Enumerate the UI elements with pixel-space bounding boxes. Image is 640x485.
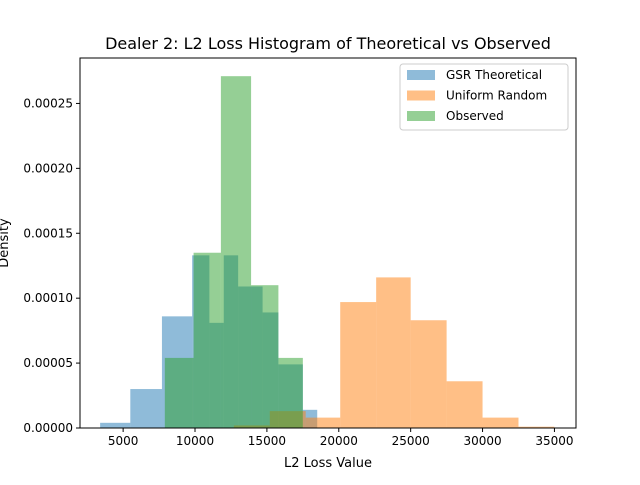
x-tick-label: 10000 (176, 434, 214, 448)
uniform-random-bar-2 (305, 417, 341, 428)
gsr-theoretical-bar-0 (100, 422, 131, 428)
uniform-random-bar-6 (446, 381, 483, 428)
series-observed (164, 76, 303, 428)
y-axis-ticks: 0.00000 0.00005 0.00010 0.00015 0.00020 0.000… (23, 96, 80, 435)
observed-bar-3 (251, 285, 279, 428)
x-tick-label: 30000 (463, 434, 501, 448)
plot-frame (79, 57, 577, 429)
y-tick-label: 0.00015 (23, 226, 73, 240)
x-tick-label: 25000 (392, 434, 430, 448)
y-tick-label: 0.00000 (23, 421, 73, 435)
uniform-random-bar-8 (518, 426, 555, 428)
y-tick-label: 0.00025 (23, 96, 73, 110)
legend-swatch (407, 90, 435, 101)
uniform-random-bar-5 (410, 320, 447, 428)
x-tick-label: 35000 (535, 434, 573, 448)
uniform-random-bar-3 (340, 302, 377, 428)
legend-frame (399, 63, 569, 131)
y-axis-label: Density (0, 218, 12, 268)
legend-item-gsr-theoretical: GSR Theoretical (407, 68, 542, 82)
legend-swatch (407, 111, 435, 121)
uniform-random-bar-7 (482, 417, 519, 428)
legend-label: GSR Theoretical (446, 68, 542, 82)
x-axis-label: L2 Loss Value (284, 456, 372, 471)
x-tick-label: 15000 (248, 434, 286, 448)
legend-label: Uniform Random (446, 89, 547, 103)
chart-title: Dealer 2: L2 Loss Histogram of Theoretic… (105, 34, 551, 53)
y-tick-label: 0.00020 (23, 161, 73, 175)
y-tick-label: 0.00005 (23, 356, 73, 370)
gsr-theoretical-bar-1 (130, 389, 162, 428)
y-tick-label: 0.00010 (23, 291, 73, 305)
x-axis-ticks: 5000 10000 15000 20000 25000 30000 35000 (108, 428, 574, 448)
legend-item-uniform-random: Uniform Random (407, 89, 547, 103)
legend-item-observed: Observed (407, 109, 504, 123)
x-tick-label: 20000 (320, 434, 358, 448)
observed-bar-0 (164, 357, 194, 428)
legend: GSR Theoretical Uniform Random Observed (399, 63, 569, 131)
legend-swatch (407, 70, 435, 80)
observed-bar-2 (220, 76, 252, 428)
observed-bar-4 (278, 357, 303, 428)
bars-layer (100, 76, 555, 428)
legend-label: Observed (446, 109, 504, 123)
x-tick-label: 5000 (108, 434, 139, 448)
uniform-random-bar-4 (376, 277, 411, 428)
observed-bar-1 (193, 252, 221, 428)
